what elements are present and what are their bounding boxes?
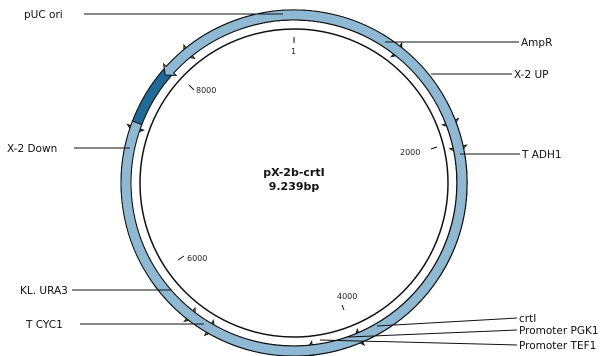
- tick-mark-2000: [430, 146, 438, 150]
- label-puc-ori: pUC ori: [24, 9, 63, 21]
- leader-line-promoter-pgk1: [347, 329, 518, 338]
- feature-labels: AmpR pUC ori X-2 UP T ADH1 crtI Promoter…: [7, 9, 599, 352]
- tick-label-6000: 6000: [187, 254, 207, 263]
- label-x2-up: X-2 UP: [514, 69, 549, 81]
- plasmid-name: pX-2b-crtI: [263, 166, 324, 179]
- label-ampr: AmpR: [521, 37, 552, 49]
- label-kl-ura3: KL. URA3: [20, 285, 68, 297]
- tick-label-8000: 8000: [196, 86, 216, 95]
- tick-mark-8000: [188, 84, 195, 91]
- tick-mark-6000: [177, 255, 185, 261]
- label-t-adh1: T ADH1: [521, 149, 562, 161]
- tick-label-1: 1: [291, 47, 296, 56]
- label-crti: crtI: [519, 313, 536, 325]
- label-promoter-tef1: Promoter TEF1: [519, 340, 596, 352]
- tick-label-4000: 4000: [337, 292, 357, 301]
- label-x2-down: X-2 Down: [7, 143, 57, 155]
- label-t-cyc1: T CYC1: [25, 319, 63, 331]
- leader-line-promoter-tef1: [319, 339, 518, 346]
- backbone-circle: [139, 28, 449, 338]
- label-promoter-pgk1: Promoter PGK1: [519, 325, 599, 337]
- leader-line-crti: [376, 317, 518, 327]
- leader-lines: [72, 13, 520, 346]
- plasmid-size: 9.239bp: [269, 180, 320, 193]
- position-ticks: 1 2000 4000 6000 8000: [177, 37, 438, 311]
- tick-mark-4000: [341, 304, 345, 311]
- tick-label-2000: 2000: [400, 148, 420, 157]
